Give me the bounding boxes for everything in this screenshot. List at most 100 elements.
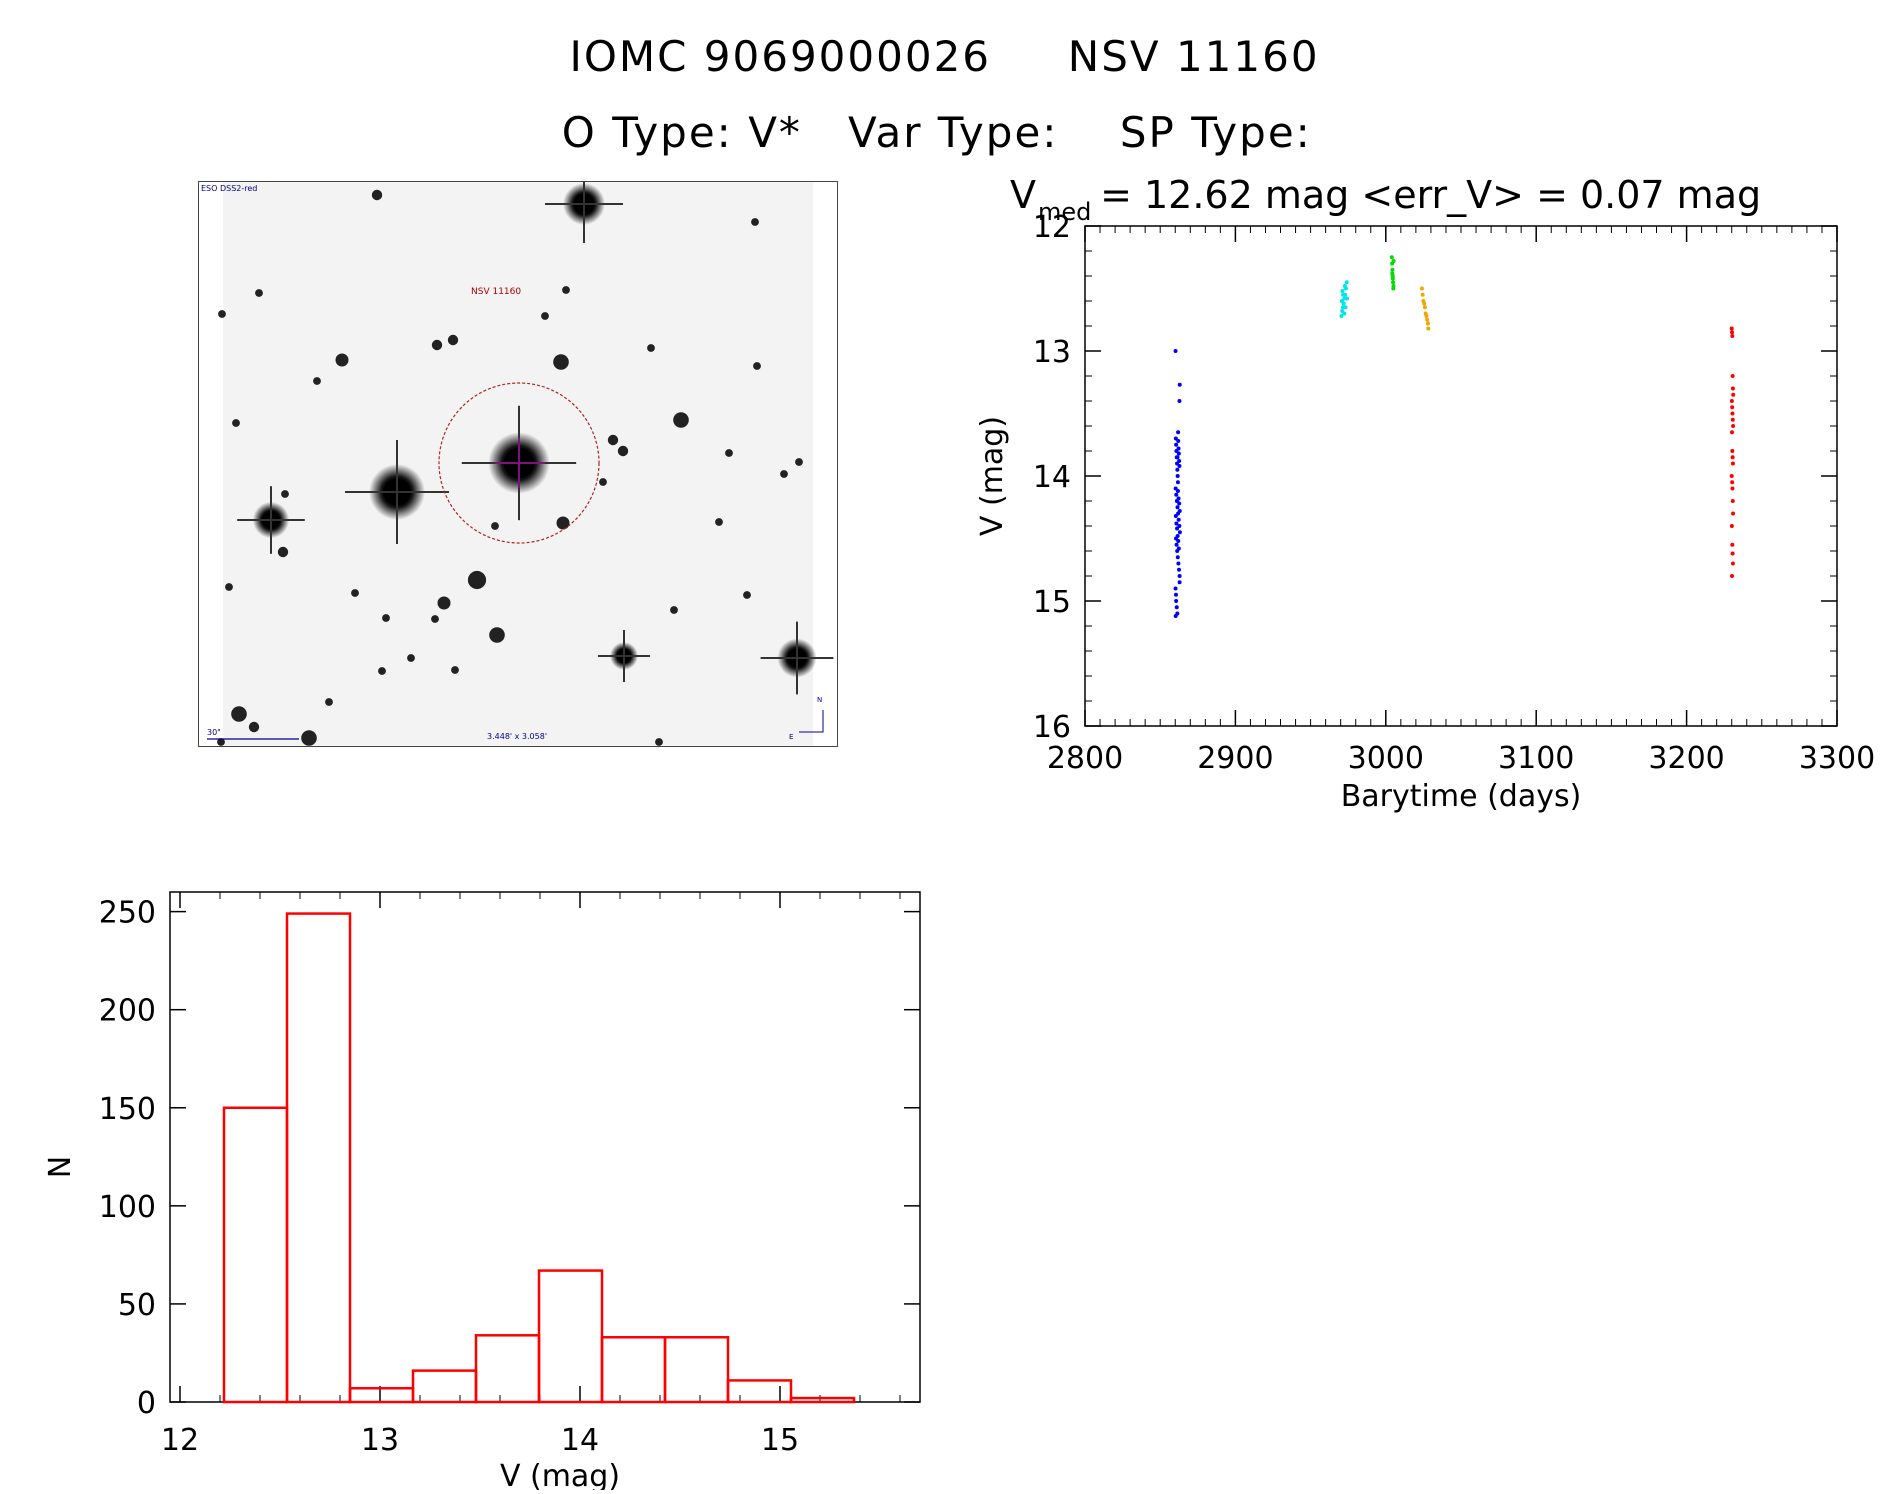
lc-data-point bbox=[1731, 424, 1736, 428]
lc-data-point bbox=[1344, 296, 1349, 301]
lc-data-point bbox=[1730, 374, 1735, 378]
lc-data-point bbox=[1339, 314, 1344, 318]
hist-x-tick-label: 14 bbox=[561, 1423, 599, 1458]
star bbox=[447, 334, 459, 346]
fov-label: 3.448' x 3.058' bbox=[487, 732, 547, 741]
survey-label: ESO DSS2-red bbox=[201, 184, 257, 193]
histogram-bar bbox=[663, 1336, 730, 1404]
lc-data-point bbox=[1176, 439, 1181, 443]
lc-data-point bbox=[1174, 492, 1179, 497]
lc-data-point bbox=[1176, 430, 1181, 435]
lc-data-point bbox=[1730, 455, 1735, 460]
lc-y-tick-label: 15 bbox=[1033, 585, 1071, 620]
lc-data-point bbox=[1422, 301, 1427, 306]
lc-data-point bbox=[1730, 405, 1735, 410]
lc-y-tick-label: 13 bbox=[1033, 335, 1071, 370]
lc-data-point bbox=[1389, 255, 1394, 260]
lc-data-point bbox=[1175, 467, 1180, 472]
lc-data-point bbox=[1340, 289, 1345, 293]
lc-data-point bbox=[1173, 592, 1178, 597]
lc-data-point bbox=[1729, 326, 1734, 331]
compass-east-label: E bbox=[789, 733, 793, 741]
star bbox=[407, 654, 415, 662]
lc-data-point bbox=[1425, 317, 1430, 322]
star bbox=[382, 614, 390, 622]
star bbox=[281, 490, 289, 498]
lc-data-point bbox=[1176, 496, 1181, 501]
finder-chart-svg: ESO DSS2-red NSV 11160 30" 3.448' x 3.05… bbox=[199, 182, 837, 746]
lc-data-point bbox=[1426, 326, 1431, 331]
star bbox=[541, 312, 549, 320]
chart-title-object: IOMC 9069000026 NSV 11160 bbox=[0, 32, 1889, 81]
hist-y-tick-label: 150 bbox=[99, 1092, 156, 1127]
star bbox=[437, 596, 451, 610]
lc-data-point bbox=[1343, 305, 1348, 310]
sptype-label: SP Type: bbox=[1119, 108, 1312, 157]
light-curve-title: V med = 12.62 mag <err_V> = 0.07 mag bbox=[1010, 173, 1761, 226]
lc-data-point bbox=[1177, 382, 1182, 387]
lc-data-point bbox=[1730, 574, 1735, 578]
lc-data-point bbox=[1729, 474, 1734, 478]
star bbox=[753, 362, 761, 370]
star bbox=[556, 516, 570, 530]
lc-data-point bbox=[1176, 546, 1181, 551]
star bbox=[553, 354, 569, 370]
lc-data-point bbox=[1391, 259, 1396, 263]
lc-data-point bbox=[1177, 574, 1182, 578]
lc-data-point bbox=[1730, 334, 1735, 338]
lc-data-point bbox=[1422, 305, 1427, 310]
lc-data-point bbox=[1425, 321, 1430, 326]
histogram-plot-frame bbox=[169, 891, 921, 1403]
histogram-x-axis-label: V (mag) bbox=[500, 1459, 620, 1490]
star bbox=[277, 546, 289, 558]
lc-data-point bbox=[1730, 551, 1735, 556]
star bbox=[248, 721, 260, 733]
star bbox=[218, 310, 226, 318]
histogram-bar bbox=[411, 1369, 478, 1404]
lc-data-point bbox=[1730, 461, 1735, 466]
compass-north-label: N bbox=[817, 696, 822, 704]
star bbox=[599, 478, 607, 486]
light-curve-chart: V med = 12.62 mag <err_V> = 0.07 mag 280… bbox=[975, 173, 1875, 814]
star bbox=[655, 738, 663, 746]
histogram-bar bbox=[789, 1396, 856, 1404]
light-curve-x-axis-label: Barytime (days) bbox=[1341, 779, 1582, 814]
lc-data-point bbox=[1175, 455, 1180, 460]
lc-x-tick-label: 3200 bbox=[1648, 741, 1724, 776]
star bbox=[743, 591, 751, 599]
lc-data-point bbox=[1175, 555, 1180, 560]
lc-data-point bbox=[1730, 480, 1735, 485]
star bbox=[225, 583, 233, 591]
lc-data-point bbox=[1174, 521, 1179, 526]
star bbox=[673, 412, 689, 428]
lc-data-point bbox=[1177, 567, 1181, 572]
hist-x-tick-label: 12 bbox=[161, 1423, 199, 1458]
light-curve-ticks: 2800 2900 3000 3100 3200 3300 12 13 14 15 16 bbox=[1033, 210, 1875, 776]
lc-title-sub: med bbox=[1038, 198, 1091, 226]
star bbox=[325, 698, 333, 706]
lc-data-point bbox=[1341, 292, 1346, 297]
star bbox=[670, 606, 678, 614]
lc-y-tick-label: 16 bbox=[1033, 710, 1071, 745]
star bbox=[751, 218, 759, 226]
star bbox=[378, 667, 386, 675]
histogram-bar bbox=[537, 1269, 604, 1404]
lc-data-point bbox=[1177, 580, 1182, 585]
lc-data-point bbox=[1339, 299, 1344, 303]
lc-data-point bbox=[1390, 276, 1395, 281]
lc-data-point bbox=[1176, 539, 1181, 543]
lc-data-point bbox=[1344, 280, 1349, 285]
lc-data-point bbox=[1175, 534, 1180, 538]
lc-data-point bbox=[1419, 286, 1424, 291]
histogram-bar bbox=[474, 1334, 541, 1404]
lc-data-point bbox=[1390, 267, 1395, 272]
lc-data-point bbox=[1173, 349, 1178, 353]
lc-data-point bbox=[1177, 399, 1182, 403]
lc-x-tick-label: 2900 bbox=[1197, 741, 1273, 776]
lc-data-point bbox=[1731, 392, 1736, 397]
lc-data-point bbox=[1730, 561, 1735, 566]
histogram-bar bbox=[348, 1387, 415, 1404]
star bbox=[467, 570, 487, 590]
lc-data-point bbox=[1730, 417, 1735, 422]
